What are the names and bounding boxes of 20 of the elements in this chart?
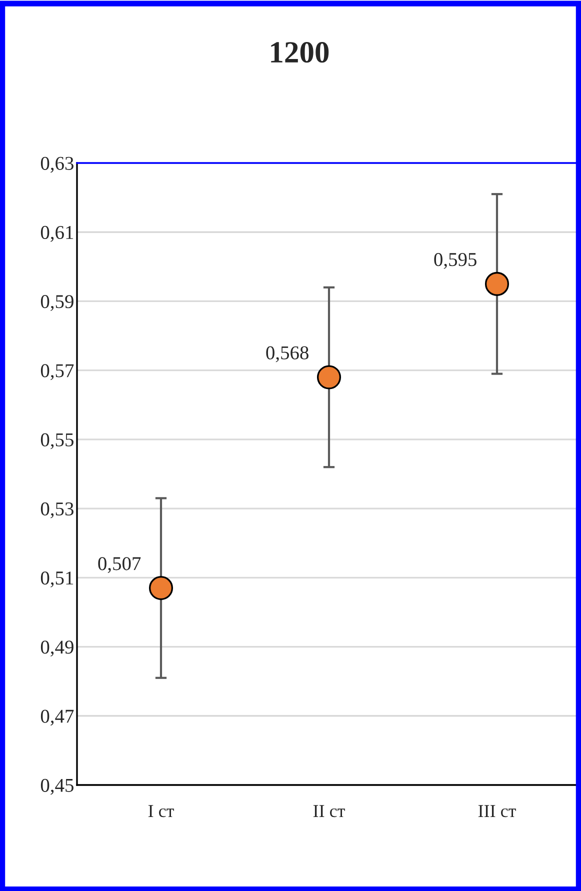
data-label: 0,507 <box>98 557 141 573</box>
y-tick-label: 0,57 <box>40 364 74 380</box>
x-tick-label: III ст <box>478 805 516 818</box>
chart-title: 1200 <box>271 42 329 63</box>
x-tick-label: II ст <box>313 805 345 818</box>
point <box>148 576 174 600</box>
y-tick-label: 0,59 <box>40 295 74 311</box>
x-tick-label: I ст <box>148 805 174 818</box>
data-label: 0,568 <box>266 346 308 362</box>
point <box>484 272 510 296</box>
data-label: 0,595 <box>434 252 476 269</box>
y-tick-label: 0,51 <box>40 571 74 588</box>
point <box>316 365 342 390</box>
y-tick-label: 0,47 <box>40 710 74 726</box>
y-tick-label: 0,53 <box>40 502 74 518</box>
y-tick-label: 0,49 <box>40 640 74 657</box>
y-tick-label: 0,63 <box>40 156 74 173</box>
y-tick-label: 0,45 <box>40 778 74 795</box>
y-tick-label: 0,61 <box>40 226 74 242</box>
y-tick-label: 0,55 <box>40 433 74 450</box>
